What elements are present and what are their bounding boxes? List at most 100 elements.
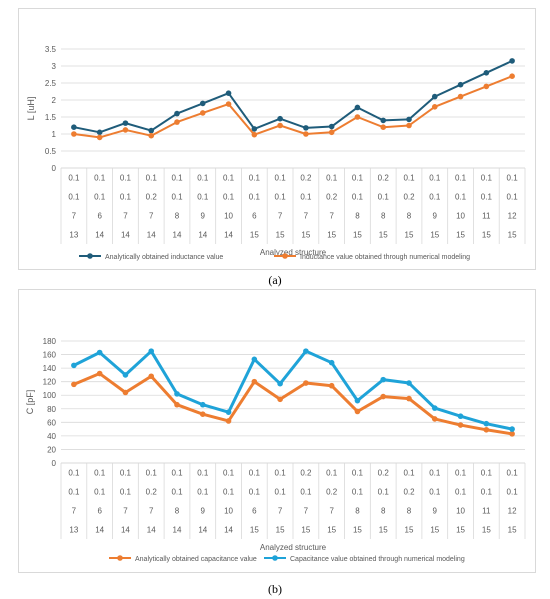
category-label: 0.1 [223, 193, 235, 202]
category-label: 0.1 [197, 469, 209, 478]
category-label: 15 [405, 231, 414, 240]
data-point [96, 129, 103, 136]
data-point [380, 376, 387, 383]
category-label: 15 [276, 526, 285, 535]
data-point [71, 131, 77, 137]
data-point [328, 359, 335, 366]
inductance-chart: 0 0.5 1 1.5 2 2.5 3 3.5 L [uH] 0.1 0.1 0.1 0.1 0.1 0.1… [26, 45, 526, 261]
data-point [148, 348, 155, 354]
category-label: 0.2 [146, 193, 158, 202]
category-label: 0.1 [352, 488, 364, 497]
category-label: 7 [72, 212, 77, 221]
data-point [406, 395, 412, 402]
data-point [457, 81, 464, 88]
category-label: 0.2 [403, 193, 415, 202]
data-point [251, 378, 258, 385]
data-point [483, 83, 490, 90]
category-label: 15 [301, 526, 310, 535]
category-label: 0.1 [429, 469, 441, 478]
chart-panel-a: 0 0.5 1 1.5 2 2.5 3 3.5 L [uH] 0.1 0.1 0.1 0.1 0.1 0.1… [18, 8, 536, 270]
data-point [354, 114, 361, 120]
category-label: 15 [456, 231, 465, 240]
category-label: 12 [508, 212, 517, 221]
category-label: 7 [329, 507, 334, 516]
category-label: 0.1 [455, 193, 467, 202]
category-label: 14 [95, 526, 104, 535]
data-point [122, 372, 129, 378]
data-point [509, 58, 515, 64]
y-tick-label: 1 [52, 130, 57, 139]
y-tick-label: 0 [52, 459, 57, 468]
y-tick-label: 3 [52, 62, 57, 71]
category-label: 8 [175, 507, 180, 516]
category-label: 10 [456, 212, 465, 221]
data-point [277, 380, 283, 387]
category-label: 8 [175, 212, 180, 221]
category-label: 0.1 [403, 174, 415, 183]
data-point [225, 101, 232, 107]
category-label: 12 [508, 507, 517, 516]
category-label: 0.1 [197, 488, 209, 497]
category-label: 15 [353, 526, 362, 535]
category-label: 0.2 [378, 469, 390, 478]
category-label: 0.1 [223, 488, 235, 497]
x-axis-label: Analyzed structure [260, 543, 327, 552]
data-point [354, 104, 361, 111]
category-label: 0.2 [300, 174, 312, 183]
category-label: 0.1 [326, 174, 338, 183]
category-label: 14 [121, 231, 130, 240]
category-label: 0.1 [403, 469, 415, 478]
y-tick-label: 160 [43, 351, 57, 360]
category-label: 7 [123, 212, 128, 221]
category-label: 0.2 [326, 488, 338, 497]
data-point [71, 124, 77, 130]
y-tick-label: 0 [52, 164, 57, 173]
category-label: 0.2 [403, 488, 415, 497]
data-point [509, 431, 515, 437]
category-label: 0.1 [481, 488, 493, 497]
category-label: 15 [327, 231, 336, 240]
data-point [406, 122, 412, 129]
category-label: 0.1 [146, 174, 158, 183]
category-label: 0.2 [300, 469, 312, 478]
data-point [225, 409, 232, 415]
data-point [225, 90, 232, 96]
category-label: 0.1 [429, 488, 441, 497]
data-point [380, 393, 387, 400]
data-point [199, 100, 206, 107]
data-point [354, 408, 361, 415]
data-point [199, 401, 206, 408]
data-point [148, 373, 155, 380]
category-label: 15 [327, 526, 336, 535]
data-point [483, 70, 490, 76]
data-point [431, 93, 438, 100]
y-tick-label: 100 [43, 391, 57, 400]
category-label: 7 [304, 212, 309, 221]
data-point [457, 413, 464, 420]
data-point [174, 110, 180, 117]
category-label: 14 [224, 231, 233, 240]
data-point [431, 416, 438, 422]
category-label: 15 [353, 231, 362, 240]
category-label: 7 [149, 212, 154, 221]
data-point [96, 134, 103, 141]
category-label: 15 [456, 526, 465, 535]
data-point [71, 381, 77, 388]
category-label: 9 [433, 507, 438, 516]
data-point [457, 422, 464, 428]
legend-entry: Analytically obtained capacitance value [135, 556, 257, 563]
category-label: 15 [250, 231, 259, 240]
category-label: 0.1 [455, 488, 467, 497]
data-point [199, 411, 206, 417]
data-point [71, 362, 77, 369]
data-point [96, 370, 103, 377]
y-axis-label: L [uH] [26, 97, 36, 121]
data-point [303, 125, 309, 131]
y-tick-label: 40 [47, 432, 56, 441]
series-line-1 [73, 59, 513, 134]
category-label: 0.1 [120, 193, 132, 202]
category-label: 0.1 [94, 174, 106, 183]
data-point [328, 123, 335, 130]
category-label: 0.1 [507, 469, 519, 478]
category-label: 7 [329, 212, 334, 221]
